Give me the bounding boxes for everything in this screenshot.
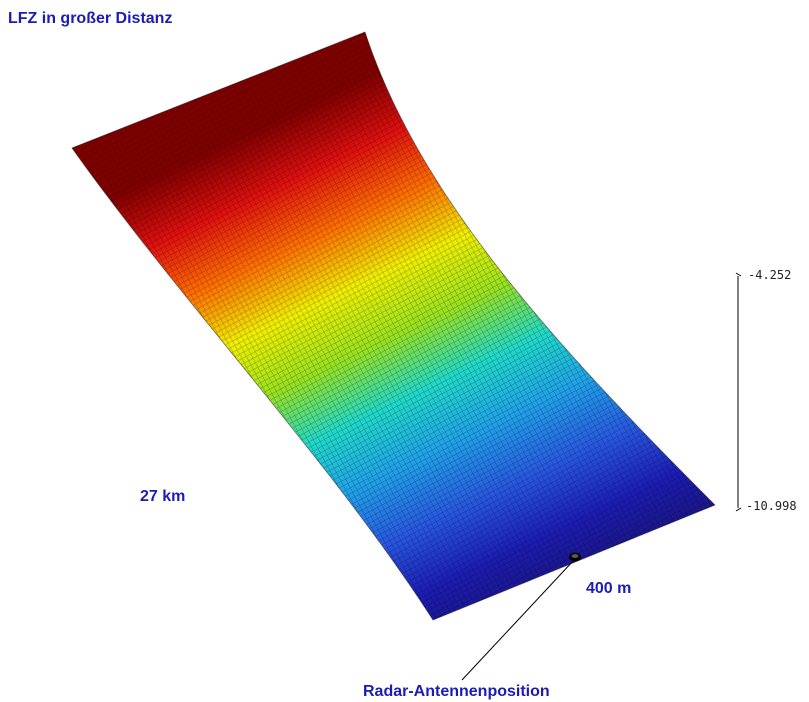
antenna-marker-highlight	[571, 554, 579, 558]
distance-label: 27 km	[140, 488, 186, 505]
colorbar-tick-min: -10.998	[746, 499, 797, 513]
antenna-marker	[569, 552, 581, 562]
width-label: 400 m	[586, 580, 632, 597]
antenna-leader-line	[461, 559, 575, 681]
colorbar-tick-min-mark	[735, 507, 742, 512]
colorbar-tick-max: -4.252	[748, 268, 792, 282]
surface-mesh-grid	[72, 32, 715, 620]
colorbar-tick-max-mark	[735, 272, 742, 277]
plot-title: LFZ in großer Distanz	[8, 10, 173, 27]
antenna-position-label: Radar-Antennenposition	[363, 683, 550, 700]
surface-outline	[71, 31, 716, 621]
